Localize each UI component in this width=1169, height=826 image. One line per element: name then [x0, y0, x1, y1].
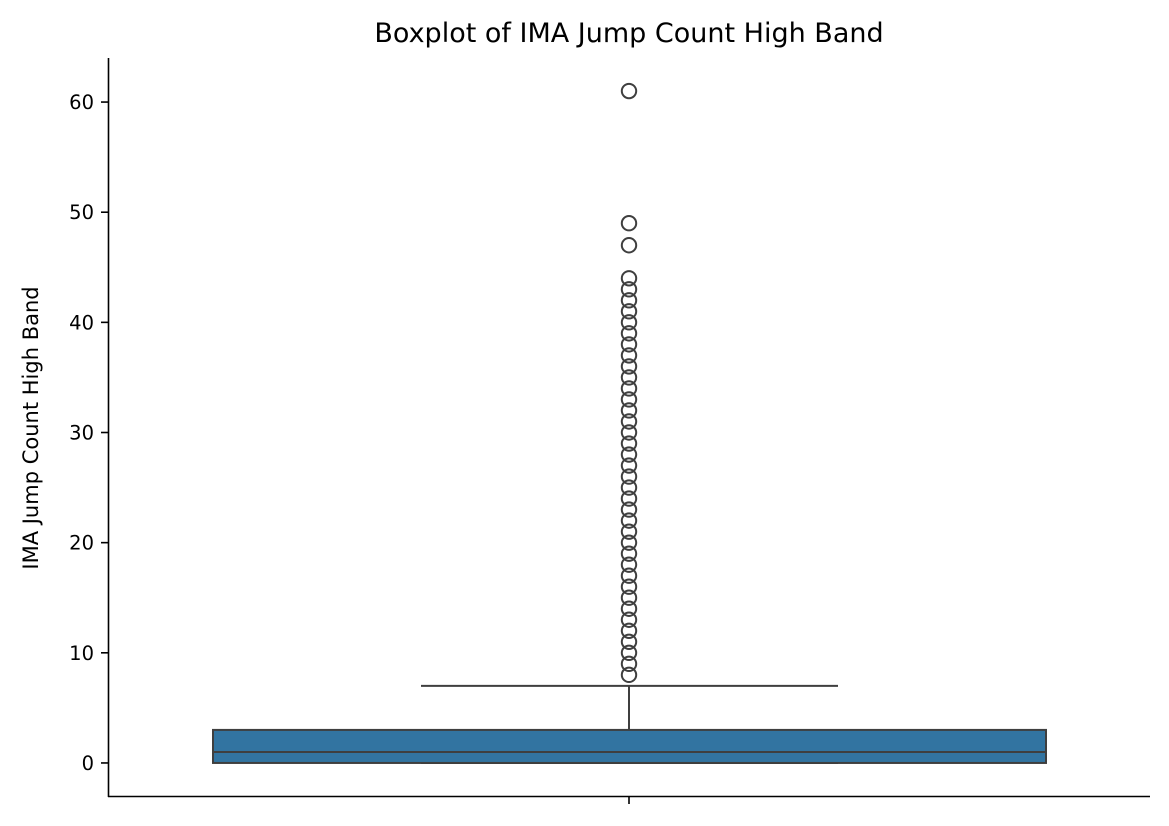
- outlier-point: [620, 380, 638, 397]
- y-tick-label: 0: [82, 752, 94, 775]
- chart-title: Boxplot of IMA Jump Count High Band: [374, 18, 883, 49]
- outlier-point: [620, 556, 638, 573]
- outlier-point: [620, 479, 638, 496]
- y-tick-label: 10: [69, 642, 94, 665]
- outliers-group: [620, 82, 638, 684]
- outlier-point: [620, 336, 638, 353]
- outlier-point: [620, 358, 638, 375]
- box-body: [212, 728, 1047, 764]
- outlier-point: [620, 501, 638, 518]
- outlier-point: [620, 391, 638, 408]
- axes-group: 0 10 20 30 40 50 60: [69, 58, 1150, 804]
- outlier-point: [620, 490, 638, 507]
- outlier-point: [620, 457, 638, 474]
- y-axis-label: IMA Jump Count High Band: [19, 286, 43, 569]
- outlier-point: [620, 281, 638, 298]
- outlier-point: [620, 633, 638, 650]
- outlier-point: [620, 512, 638, 529]
- outlier-point: [620, 424, 638, 441]
- outlier-point: [620, 82, 638, 100]
- outlier-point: [620, 468, 638, 485]
- outlier-point: [620, 523, 638, 540]
- outlier-point: [620, 292, 638, 309]
- y-tick-label: 30: [69, 422, 94, 445]
- outlier-point: [620, 567, 638, 584]
- outlier-point: [620, 435, 638, 452]
- outlier-point: [620, 237, 638, 254]
- outlier-point: [620, 600, 638, 617]
- y-tick-label: 60: [69, 91, 94, 114]
- outlier-point: [620, 655, 638, 673]
- y-tick-label: 40: [69, 311, 94, 334]
- outlier-point: [620, 644, 638, 662]
- outlier-point: [620, 545, 638, 562]
- outlier-point: [620, 347, 638, 364]
- outlier-point: [620, 666, 638, 684]
- outlier-point: [620, 303, 638, 320]
- outlier-point: [620, 270, 638, 287]
- outlier-point: [620, 578, 638, 595]
- outlier-point: [620, 611, 638, 628]
- outlier-point: [620, 622, 638, 639]
- box-group: [212, 684, 1047, 764]
- outlier-point: [620, 413, 638, 430]
- outlier-point: [620, 325, 638, 342]
- plot-area: [212, 82, 1047, 764]
- outlier-point: [620, 446, 638, 463]
- y-tick-label: 20: [69, 532, 94, 555]
- y-ticks-group: 0 10 20 30 40 50 60: [69, 91, 108, 775]
- outlier-point: [620, 402, 638, 419]
- outlier-point: [620, 369, 638, 386]
- y-tick-label: 50: [69, 201, 94, 224]
- outlier-point: [620, 215, 638, 232]
- outlier-point: [620, 314, 638, 331]
- outlier-point: [620, 589, 638, 606]
- outlier-point: [620, 534, 638, 551]
